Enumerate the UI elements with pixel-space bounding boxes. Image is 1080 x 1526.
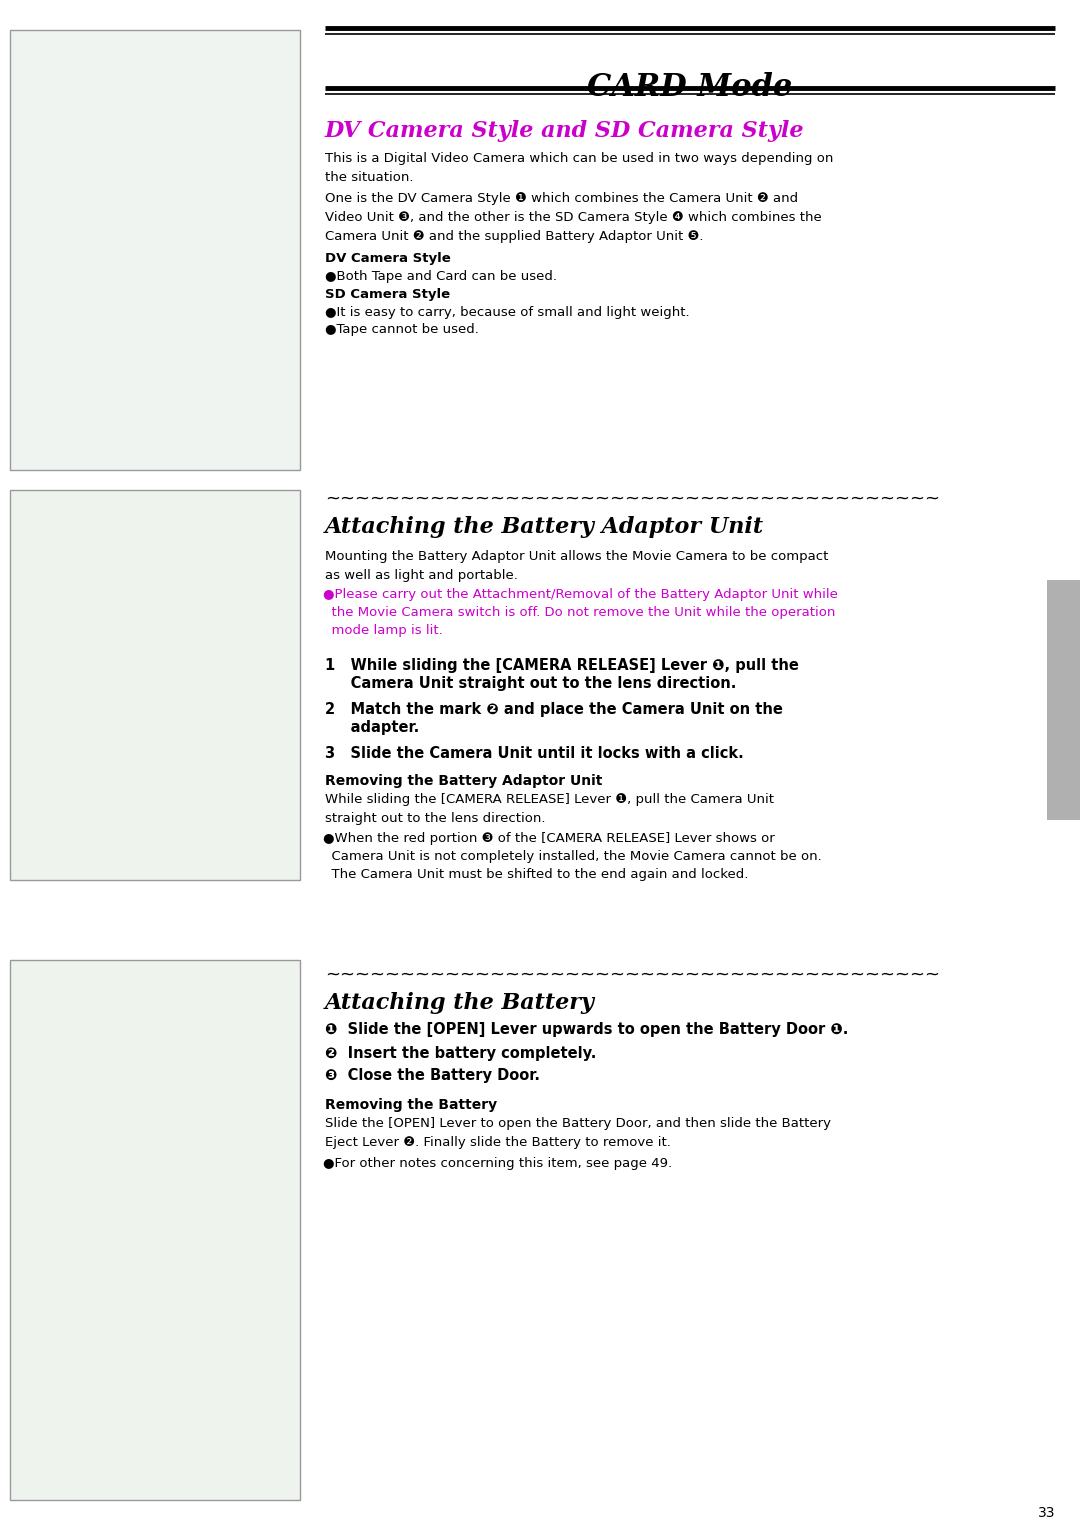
- Bar: [10, 960, 300, 1500]
- Text: ~~~~~~~~~~~~~~~~~~~~~~~~~~~~~~~~~~~~~~~~~: ~~~~~~~~~~~~~~~~~~~~~~~~~~~~~~~~~~~~~~~~…: [325, 490, 940, 508]
- Text: ●For other notes concerning this item, see page 49.: ●For other notes concerning this item, s…: [323, 1157, 672, 1170]
- Text: CARD Mode: CARD Mode: [588, 72, 793, 102]
- Text: SD Camera Style: SD Camera Style: [325, 288, 450, 301]
- Text: Mounting the Battery Adaptor Unit allows the Movie Camera to be compact
as well : Mounting the Battery Adaptor Unit allows…: [325, 549, 828, 581]
- Text: While sliding the [CAMERA RELEASE] Lever ❶, pull the Camera Unit
straight out to: While sliding the [CAMERA RELEASE] Lever…: [325, 794, 774, 826]
- Text: the Movie Camera switch is off. Do not remove the Unit while the operation: the Movie Camera switch is off. Do not r…: [323, 606, 835, 620]
- Text: DV Camera Style: DV Camera Style: [325, 252, 450, 266]
- Text: Camera Unit is not completely installed, the Movie Camera cannot be on.: Camera Unit is not completely installed,…: [323, 850, 822, 864]
- Text: 2   Match the mark ❷ and place the Camera Unit on the: 2 Match the mark ❷ and place the Camera …: [325, 702, 783, 717]
- Text: ●Please carry out the Attachment/Removal of the Battery Adaptor Unit while: ●Please carry out the Attachment/Removal…: [323, 588, 838, 601]
- Text: ~~~~~~~~~~~~~~~~~~~~~~~~~~~~~~~~~~~~~~~~~: ~~~~~~~~~~~~~~~~~~~~~~~~~~~~~~~~~~~~~~~~…: [325, 966, 940, 984]
- Text: ●It is easy to carry, because of small and light weight.: ●It is easy to carry, because of small a…: [325, 307, 690, 319]
- Text: Attaching the Battery: Attaching the Battery: [325, 992, 595, 1013]
- Bar: [10, 31, 300, 470]
- Text: ●Tape cannot be used.: ●Tape cannot be used.: [325, 324, 478, 336]
- Text: 33: 33: [1038, 1506, 1055, 1520]
- Text: 3   Slide the Camera Unit until it locks with a click.: 3 Slide the Camera Unit until it locks w…: [325, 746, 744, 761]
- Text: 1   While sliding the [CAMERA RELEASE] Lever ❶, pull the: 1 While sliding the [CAMERA RELEASE] Lev…: [325, 658, 799, 673]
- Text: adapter.: adapter.: [325, 720, 419, 736]
- Text: The Camera Unit must be shifted to the end again and locked.: The Camera Unit must be shifted to the e…: [323, 868, 748, 881]
- Bar: [10, 490, 300, 881]
- Text: ❸  Close the Battery Door.: ❸ Close the Battery Door.: [325, 1068, 540, 1083]
- Text: ●Both Tape and Card can be used.: ●Both Tape and Card can be used.: [325, 270, 557, 282]
- Text: Removing the Battery Adaptor Unit: Removing the Battery Adaptor Unit: [325, 774, 603, 787]
- Text: Attaching the Battery Adaptor Unit: Attaching the Battery Adaptor Unit: [325, 516, 765, 539]
- Text: mode lamp is lit.: mode lamp is lit.: [323, 624, 443, 636]
- Text: ●When the red portion ❸ of the [CAMERA RELEASE] Lever shows or: ●When the red portion ❸ of the [CAMERA R…: [323, 832, 774, 845]
- Text: Camera Unit straight out to the lens direction.: Camera Unit straight out to the lens dir…: [325, 676, 737, 691]
- Text: Slide the [OPEN] Lever to open the Battery Door, and then slide the Battery
Ejec: Slide the [OPEN] Lever to open the Batte…: [325, 1117, 831, 1149]
- Text: ❶  Slide the [OPEN] Lever upwards to open the Battery Door ❶.: ❶ Slide the [OPEN] Lever upwards to open…: [325, 1022, 849, 1038]
- Text: DV Camera Style and SD Camera Style: DV Camera Style and SD Camera Style: [325, 121, 805, 142]
- Bar: [1047, 580, 1080, 819]
- Text: One is the DV Camera Style ❶ which combines the Camera Unit ❷ and
Video Unit ❸, : One is the DV Camera Style ❶ which combi…: [325, 192, 822, 243]
- Text: ❷  Insert the battery completely.: ❷ Insert the battery completely.: [325, 1045, 596, 1061]
- Text: This is a Digital Video Camera which can be used in two ways depending on
the si: This is a Digital Video Camera which can…: [325, 153, 834, 185]
- Text: Removing the Battery: Removing the Battery: [325, 1099, 497, 1112]
